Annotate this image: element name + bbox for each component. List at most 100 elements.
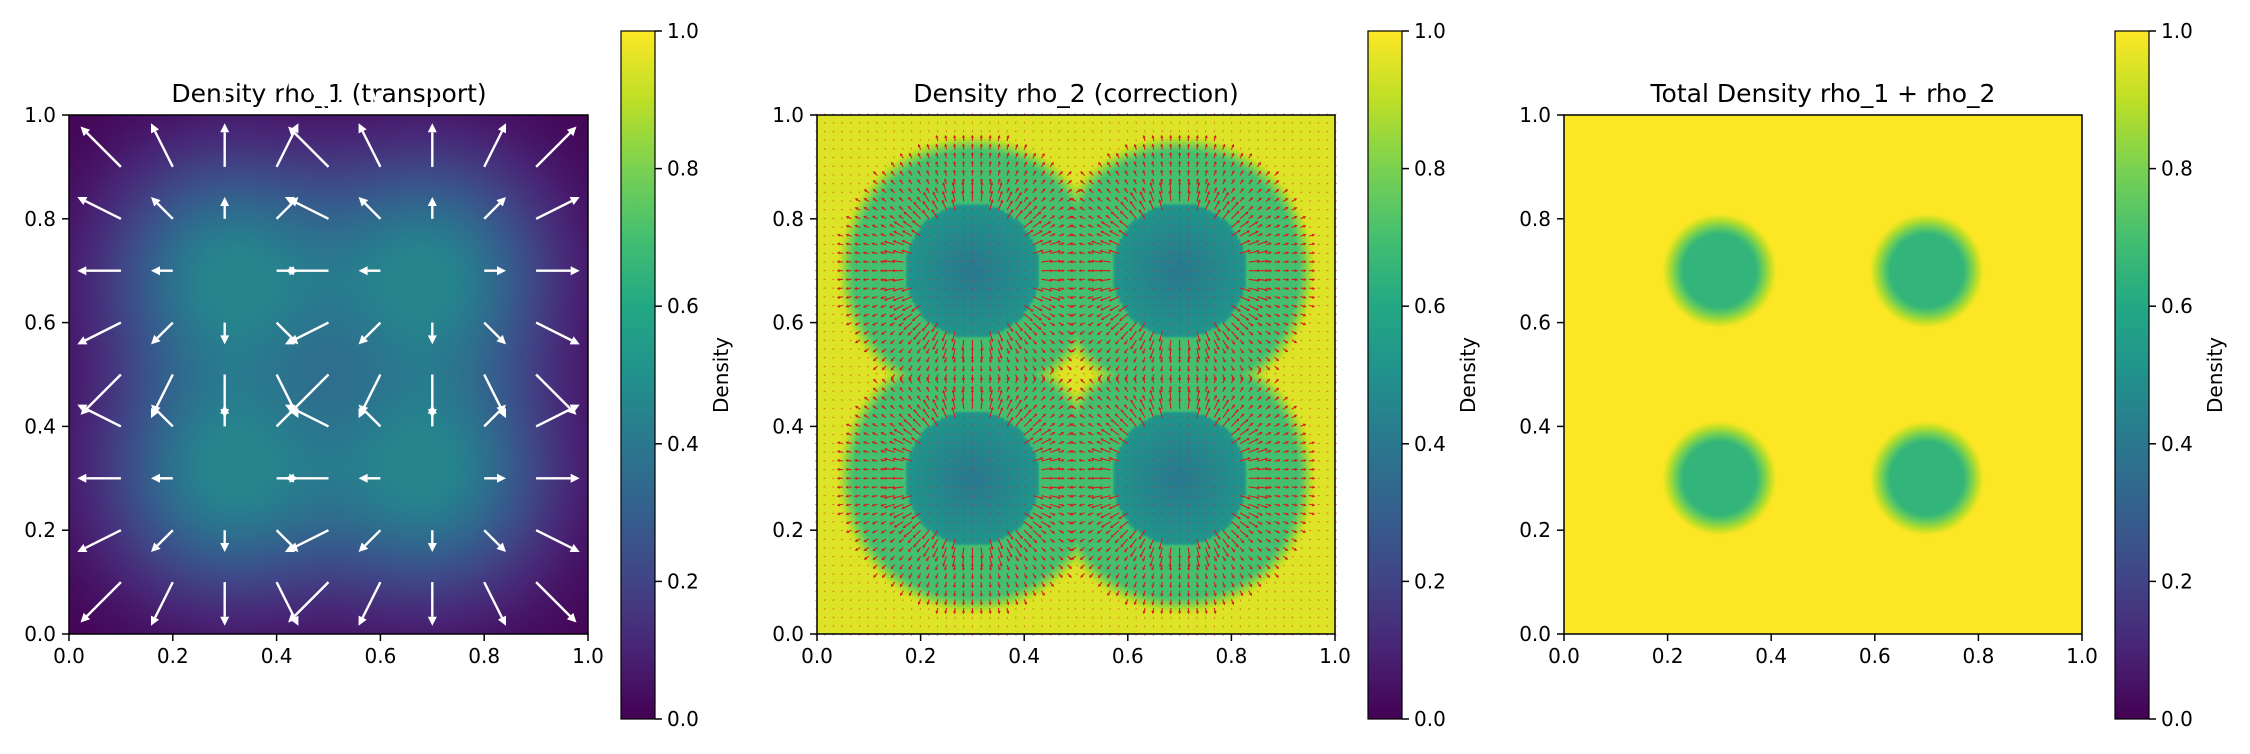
quiver-arrow [848,244,851,245]
quiver-arrow [1162,380,1163,383]
quiver-arrow [1197,582,1198,585]
quiver-arrow [1152,279,1154,280]
quiver-arrow [857,297,860,298]
quiver-arrow [1136,617,1137,619]
colorbar-tick-label: 0.6 [667,294,699,318]
quiver-arrow [1223,617,1224,619]
quiver-arrow [1126,496,1128,497]
quiver-arrow [1059,496,1062,497]
quiver-arrow [1162,582,1163,585]
quiver-arrow-head [288,61,297,71]
quiver-arrow [874,496,877,497]
quiver-arrow [990,181,991,184]
quiver-arrow [1188,297,1189,299]
quiver-arrow [1153,155,1154,158]
quiver-arrow [963,243,964,245]
quiver-arrow [955,181,956,184]
quiver-arrow-head [15,334,25,343]
quiver-arrow [998,279,1000,280]
quiver-arrow [1059,460,1062,461]
quiver-arrow-head [12,266,21,275]
quiver-arrow [981,234,982,236]
quiver-arrow [1188,450,1189,452]
quiver-arrow [1206,155,1207,158]
quiver-arrow [945,279,947,280]
quiver-arrow [1188,305,1189,307]
quiver-arrow [937,130,938,132]
quiver-arrow [1152,487,1154,488]
quiver-arrow-head [495,678,504,688]
quiver-arrow [29,375,69,402]
quiver-arrow-head [12,474,21,483]
quiver-arrow [1206,375,1207,378]
panel-2-title: Density rho_2 (correction) [913,79,1238,108]
quiver-arrow [1197,424,1198,426]
quiver-arrow [998,599,999,602]
quiver-arrow [1059,288,1062,289]
quiver-arrow [1162,565,1163,568]
quiver-arrow [848,452,851,453]
quiver-arrow [998,138,999,141]
quiver-arrow [1007,487,1009,488]
quiver-arrow [857,504,860,505]
quiver-arrow [990,375,991,378]
quiver-arrow [990,582,991,585]
quiver-arrow [981,243,982,245]
quiver-arrow [824,522,826,523]
quiver-arrow [866,504,869,505]
quiver-arrow [946,582,947,585]
quiver-arrow [1016,139,1017,141]
quiver-arrow [936,279,938,280]
quiver-arrow [841,227,843,228]
quiver-arrow [1153,375,1154,378]
quiver-arrow [946,591,947,594]
quiver-arrow [1126,460,1128,461]
quiver-arrow [841,314,843,315]
x-tick-label: 0.8 [468,644,500,668]
quiver-arrow [936,487,938,488]
quiver-arrow [840,297,843,298]
quiver-arrow [1016,625,1017,627]
quiver-arrow [1090,253,1093,254]
quiver-arrow [955,366,956,369]
quiver-arrow [1007,469,1009,470]
quiver-arrow [955,357,956,360]
quiver-arrow [1007,262,1009,263]
quiver-arrow [824,227,826,228]
quiver-arrow [929,130,930,132]
y-tick-label: 0.2 [24,518,56,542]
x-tick-label: 0.4 [261,644,293,668]
quiver-arrow [29,582,69,609]
quiver-arrow [1162,172,1163,175]
panel-1-x-axis: 0.0 0.2 0.4 0.6 0.8 1.0 [53,634,604,668]
quiver-arrow [1067,460,1070,461]
quiver-arrow [955,375,956,378]
panel-1: Density rho_1 (transport) 0.0 0.2 0.4 0.… [12,19,733,731]
quiver-arrow [929,139,930,141]
quiver-arrow [1143,262,1145,263]
quiver-arrow [1206,146,1207,149]
colorbar-tick-label: 0.2 [667,569,699,593]
quiver-arrow [883,496,886,497]
quiver-arrow [1170,513,1171,515]
quiver-arrow [945,261,947,262]
quiver-arrow [929,608,930,610]
quiver-arrow [1162,164,1163,167]
quiver-arrow [1016,130,1017,132]
quiver-arrow-head [220,58,229,67]
quiver-arrow-head [220,682,229,691]
quiver-arrow [963,513,964,515]
quiver-arrow [1136,122,1137,124]
quiver-arrow [1016,608,1017,610]
quiver-arrow [883,460,886,461]
quiver-arrow [883,288,886,289]
quiver-arrow [1197,164,1198,167]
quiver-arrow [1197,530,1198,532]
quiver-arrow [919,253,921,254]
quiver-arrow [1170,234,1171,236]
quiver-arrow-head [428,682,437,691]
quiver-arrow [998,146,999,149]
quiver-arrow [832,227,834,228]
quiver-arrow [1223,122,1224,124]
